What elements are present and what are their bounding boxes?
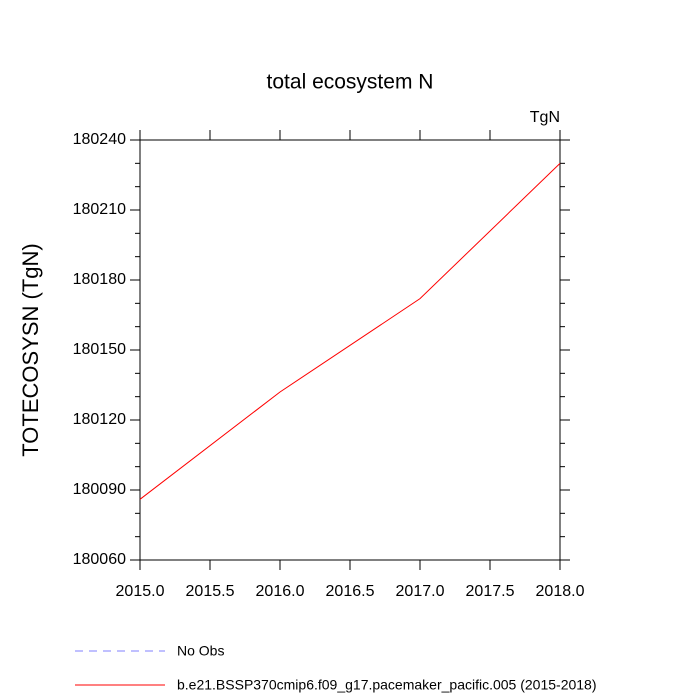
x-tick-label: 2017.0 — [396, 583, 445, 600]
data-line — [139, 162, 561, 500]
units-label: TgN — [530, 109, 560, 126]
y-tick-label: 180180 — [73, 271, 126, 288]
x-tick-label: 2018.0 — [536, 583, 585, 600]
y-tick-label: 180120 — [73, 411, 126, 428]
x-tick-label: 2015.5 — [186, 583, 235, 600]
y-tick-label: 180060 — [73, 551, 126, 568]
y-axis-label: TOTECOSYSN (TgN) — [18, 243, 43, 457]
x-tick-label: 2017.5 — [466, 583, 515, 600]
y-tick-label: 180240 — [73, 131, 126, 148]
x-tick-label: 2015.0 — [116, 583, 165, 600]
y-tick-label: 180090 — [73, 481, 126, 498]
legend-label: No Obs — [177, 643, 224, 659]
chart-title: total ecosystem N — [267, 71, 434, 94]
x-tick-label: 2016.5 — [326, 583, 375, 600]
plot-frame — [139, 139, 561, 561]
x-tick-label: 2016.0 — [256, 583, 305, 600]
y-tick-label: 180210 — [73, 201, 126, 218]
legend-label: b.e21.BSSP370cmip6.f09_g17.pacemaker_pac… — [177, 677, 597, 693]
y-tick-label: 180150 — [73, 341, 126, 358]
